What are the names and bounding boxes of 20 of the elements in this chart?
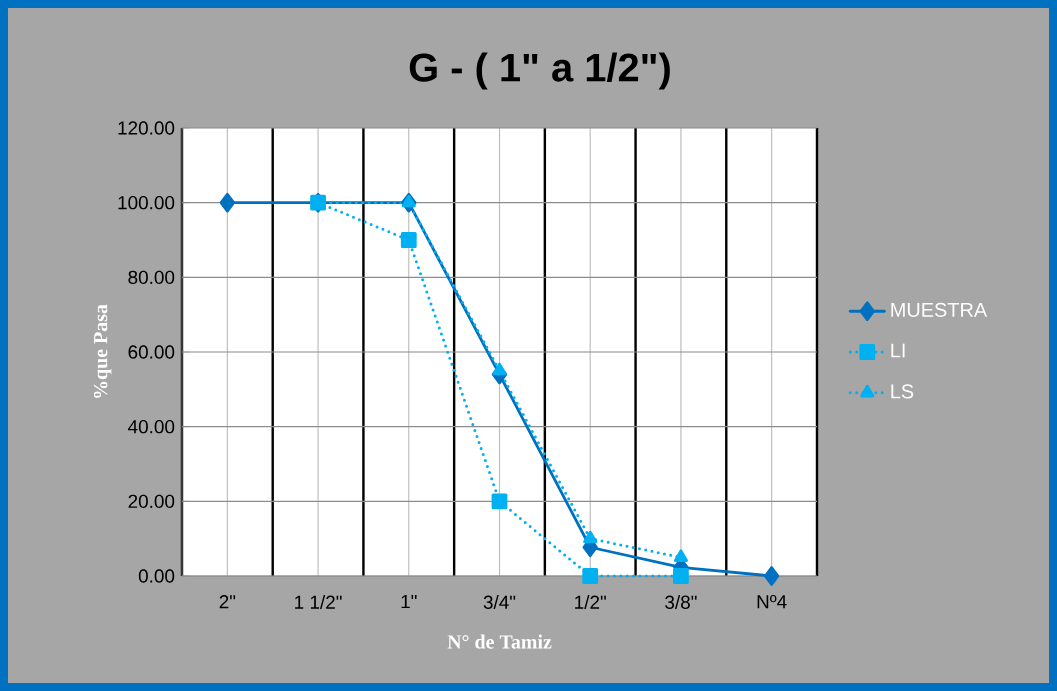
legend-label: MUESTRA <box>891 302 988 317</box>
y-tick-label: 40.00 <box>128 419 175 434</box>
y-tick-label: 80.00 <box>128 270 175 285</box>
x-tick-label: Nº4 <box>757 595 787 609</box>
x-axis-title: N° de Tamiz <box>447 634 552 649</box>
chart-title: G - ( 1" a 1/2") <box>409 52 670 90</box>
y-tick-label: 60.00 <box>128 345 175 359</box>
legend-label: LS <box>891 384 914 399</box>
y-tick-label: 100.00 <box>118 195 175 210</box>
legend-label: LI <box>891 343 905 358</box>
y-axis-title: %que Pasa <box>93 304 112 398</box>
x-tick-label: 2" <box>219 595 236 609</box>
x-tick-label: 1/2" <box>575 595 606 609</box>
y-tick-label: 20.00 <box>128 494 175 509</box>
y-tick-label: 120.00 <box>118 121 175 135</box>
x-tick-label: 3/4" <box>483 595 516 609</box>
x-tick-label: 3/8" <box>665 595 697 609</box>
y-tick-label: 0.00 <box>138 569 175 583</box>
x-tick-label: 1" <box>401 595 417 609</box>
x-tick-label: 1 1/2" <box>295 595 342 609</box>
